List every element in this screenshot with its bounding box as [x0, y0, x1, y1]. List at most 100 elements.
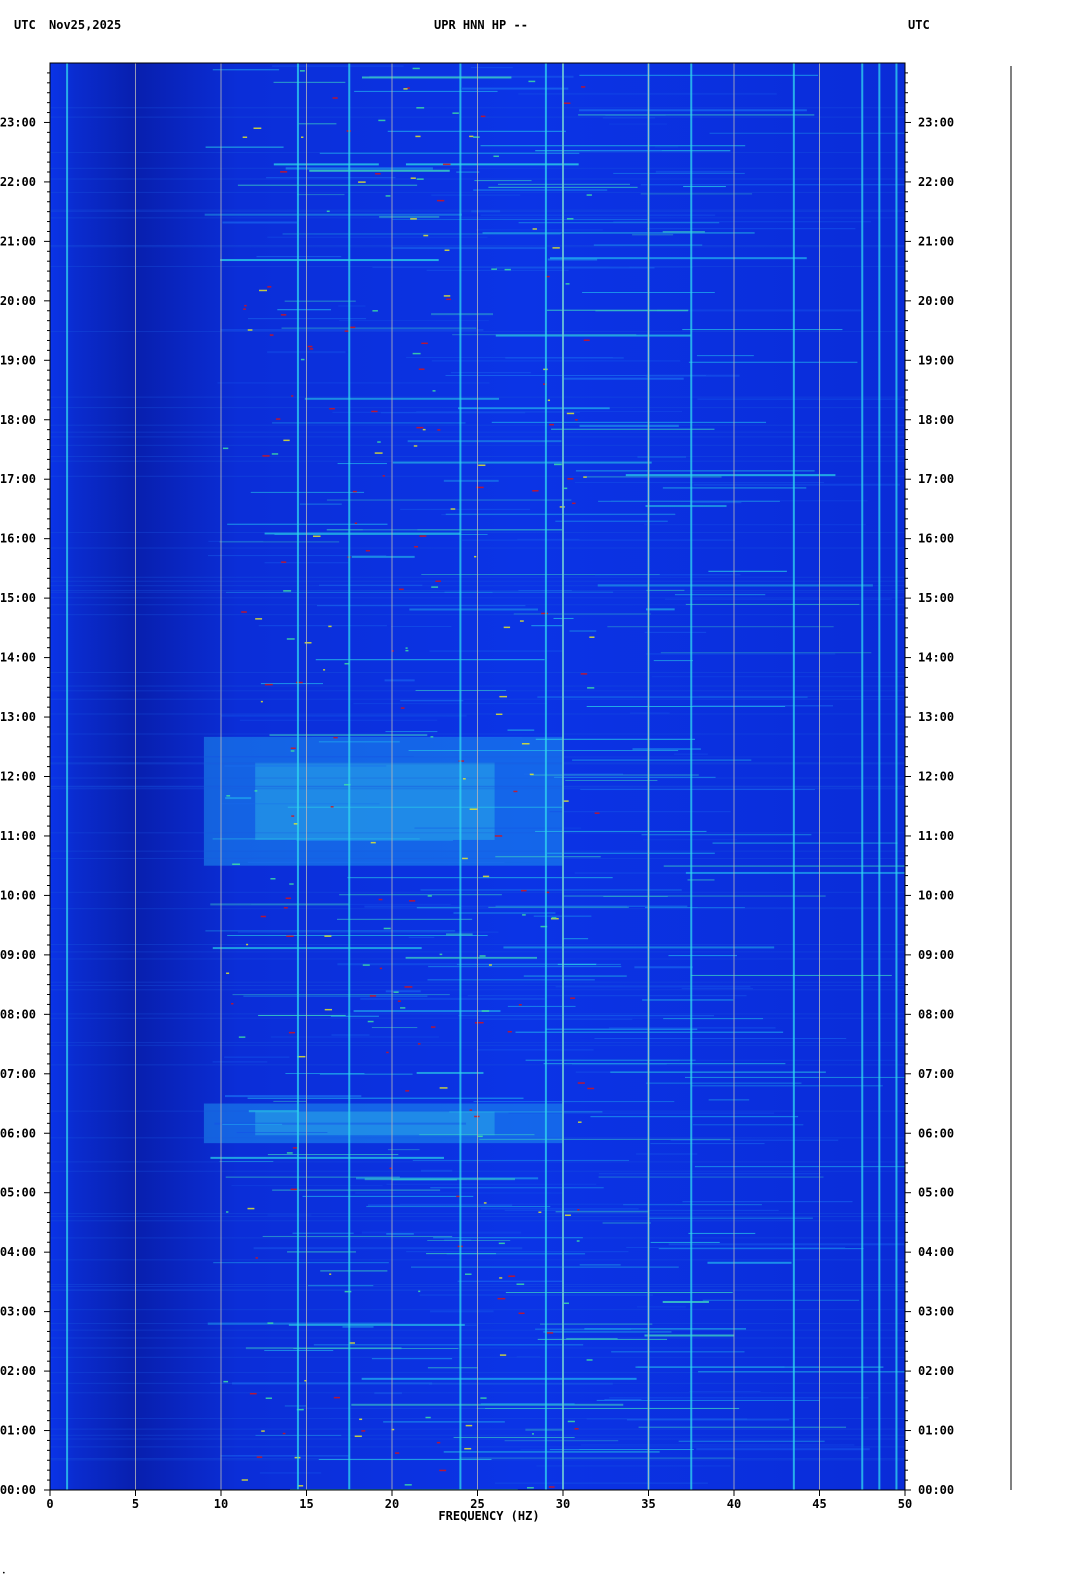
noise-streak	[565, 779, 658, 781]
noise-streak	[210, 903, 349, 906]
noise-streak	[372, 266, 610, 268]
energy-speckle	[480, 115, 486, 118]
energy-speckle	[465, 1424, 473, 1427]
noise-streak	[491, 421, 767, 423]
noise-streak	[318, 741, 400, 743]
noise-streak	[662, 487, 807, 489]
energy-speckle	[478, 1021, 484, 1024]
noise-streak	[479, 1138, 731, 1140]
energy-speckle	[516, 1283, 525, 1285]
noise-streak	[316, 605, 526, 607]
energy-speckle	[521, 742, 530, 745]
noise-streak	[326, 499, 572, 501]
energy-speckle	[488, 964, 492, 966]
noise-streak	[293, 1348, 459, 1350]
energy-speckle	[226, 795, 231, 797]
noise-streak	[662, 1300, 709, 1303]
noise-streak	[692, 1124, 804, 1126]
noise-streak	[292, 1232, 354, 1234]
noise-streak	[267, 1214, 312, 1216]
y-tick-label: 03:00	[0, 1305, 36, 1319]
noise-streak	[540, 1323, 653, 1325]
energy-speckle	[241, 611, 247, 613]
energy-speckle	[289, 883, 294, 885]
noise-streak	[602, 117, 656, 119]
energy-speckle	[375, 173, 381, 175]
energy-speckle	[464, 1273, 472, 1275]
chart-title: UPR HNN HP --	[434, 18, 528, 32]
energy-speckle	[238, 1036, 246, 1038]
noise-streak	[210, 1156, 444, 1159]
noise-streak	[387, 1149, 420, 1151]
energy-speckle	[329, 407, 335, 410]
noise-streak	[281, 327, 477, 329]
noise-streak	[274, 533, 488, 535]
noise-streak	[392, 247, 547, 250]
noise-streak	[290, 1488, 518, 1490]
noise-streak	[638, 1426, 847, 1428]
noise-streak	[694, 1166, 905, 1168]
energy-speckle	[564, 487, 568, 490]
noise-streak	[525, 1059, 696, 1061]
energy-speckle	[389, 1167, 392, 1170]
energy-speckle	[541, 612, 549, 615]
noise-streak	[456, 963, 621, 965]
energy-speckle	[328, 625, 332, 628]
noise-streak	[406, 1251, 629, 1253]
noise-streak	[636, 1306, 686, 1308]
noise-streak	[248, 1110, 299, 1113]
energy-speckle	[473, 136, 480, 138]
energy-speckle	[412, 352, 421, 355]
energy-speckle	[382, 475, 385, 477]
noise-streak	[428, 966, 622, 968]
y-tick-label: 22:00	[918, 175, 954, 189]
noise-streak	[547, 852, 715, 854]
energy-speckle	[439, 1469, 447, 1472]
energy-speckle	[478, 464, 486, 467]
y-tick-label: 16:00	[0, 532, 36, 546]
energy-speckle	[494, 835, 503, 837]
energy-speckle	[432, 390, 436, 392]
energy-speckle	[469, 808, 478, 810]
energy-speckle	[450, 508, 456, 510]
noise-streak	[430, 1310, 494, 1313]
noise-streak	[655, 170, 736, 173]
energy-speckle	[307, 345, 313, 348]
energy-speckle	[410, 177, 416, 179]
energy-speckle	[354, 1435, 362, 1438]
noise-streak	[364, 905, 627, 908]
energy-speckle	[372, 310, 378, 312]
noise-streak	[645, 608, 675, 611]
noise-streak	[277, 309, 332, 311]
y-tick-label: 21:00	[0, 234, 36, 248]
x-tick-label: 25	[470, 1497, 484, 1511]
noise-streak	[366, 1206, 551, 1208]
energy-speckle	[575, 419, 578, 421]
energy-speckle	[520, 889, 527, 892]
noise-streak	[355, 1192, 563, 1194]
noise-streak	[313, 1344, 584, 1346]
y-tick-label: 15:00	[918, 591, 954, 605]
energy-speckle	[261, 1430, 265, 1432]
noise-streak	[607, 626, 834, 628]
noise-streak	[517, 538, 580, 540]
noise-streak	[207, 1322, 392, 1325]
noise-streak	[219, 541, 340, 543]
noise-streak	[690, 502, 742, 504]
noise-streak	[400, 700, 464, 702]
y-tick-label: 09:00	[0, 948, 36, 962]
noise-streak	[330, 1015, 379, 1017]
energy-speckle	[404, 1484, 412, 1486]
energy-speckle	[281, 561, 287, 563]
energy-speckle	[283, 439, 290, 442]
noise-streak	[416, 907, 461, 909]
noise-streak	[416, 410, 683, 412]
energy-speckle	[391, 650, 394, 652]
noise-streak	[361, 1231, 522, 1234]
noise-streak	[331, 1034, 370, 1036]
energy-speckle	[344, 662, 349, 665]
energy-speckle	[549, 423, 554, 426]
noise-streak	[296, 839, 453, 841]
energy-speckle	[246, 943, 249, 946]
noise-streak	[272, 65, 404, 67]
